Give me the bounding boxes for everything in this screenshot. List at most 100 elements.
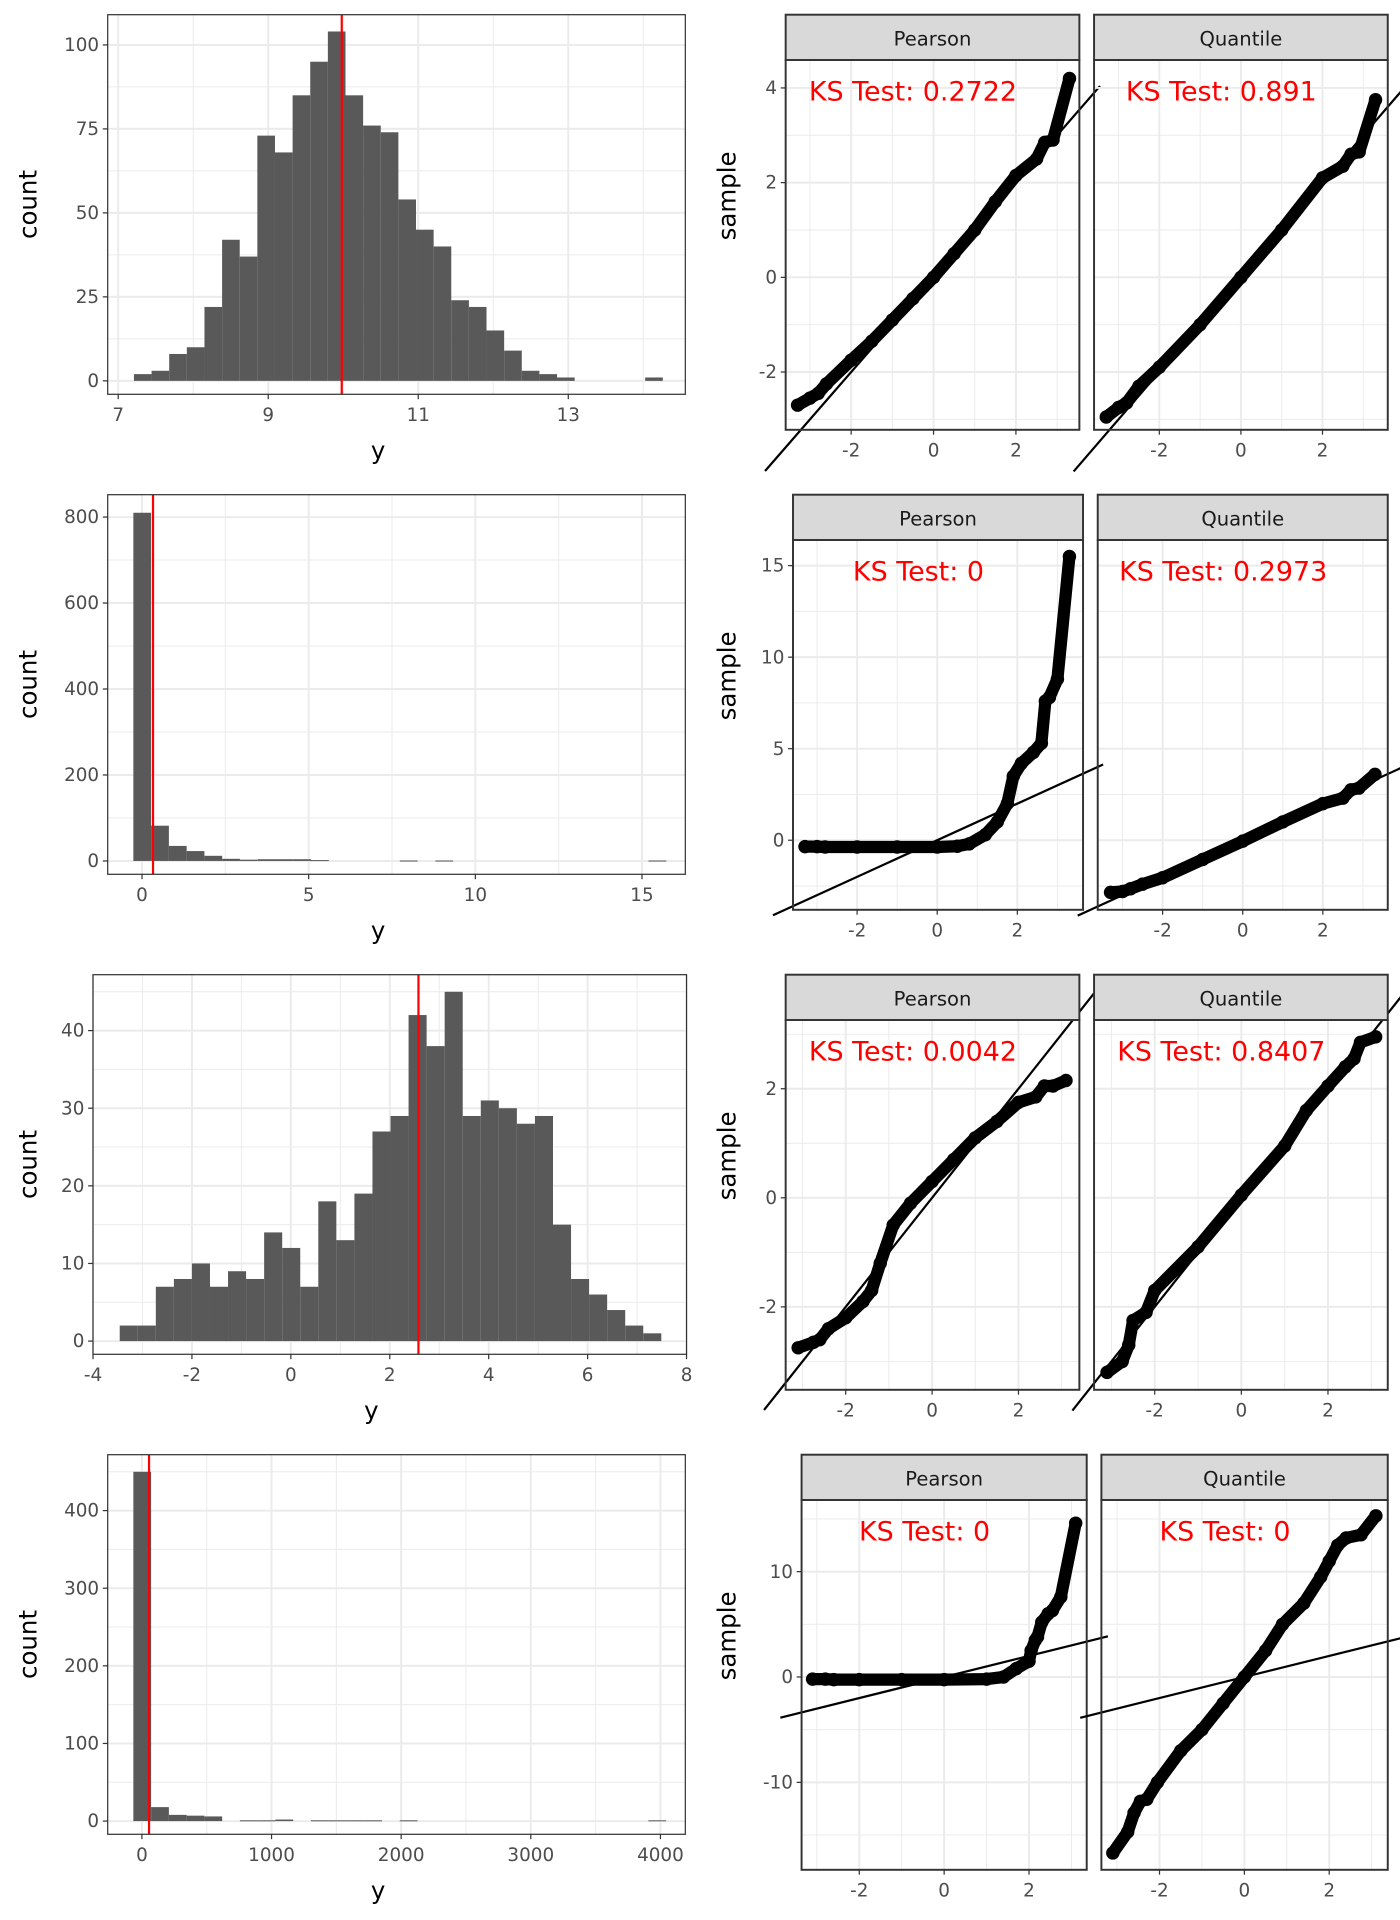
- ks-test-annotation: KS Test: 0.891: [1126, 76, 1317, 107]
- qq-point: [1174, 1744, 1188, 1758]
- qq-point: [1152, 360, 1167, 375]
- histogram-bar: [133, 512, 152, 861]
- histogram-4: 0 1000 2000 3000 4000 0 100 200 300 400 y count: [14, 1454, 686, 1905]
- facet-pearson: Pearson KS Test: 0 -2 0 2 -10 0 10 sample: [712, 1453, 1109, 1902]
- qq-point: [1132, 379, 1146, 393]
- qq-point: [852, 1672, 867, 1687]
- histogram-bar: [345, 95, 364, 381]
- histogram-bar: [168, 1814, 187, 1822]
- qq-point: [886, 1218, 900, 1232]
- x-tick-label: 7: [112, 405, 124, 426]
- qq-point: [996, 1670, 1011, 1684]
- qq-point: [1046, 1079, 1060, 1093]
- x-tick-label: 0: [1235, 441, 1247, 462]
- histogram-bar: [354, 1193, 373, 1342]
- y-tick-label: 100: [64, 35, 99, 56]
- qq-point: [1014, 756, 1029, 771]
- x-tick-label: -2: [1153, 921, 1171, 942]
- qq-point: [844, 353, 858, 367]
- y-axis-title: sample: [712, 631, 741, 720]
- histogram-bar: [648, 860, 667, 862]
- y-tick-label: 0: [765, 1188, 777, 1209]
- x-tick-label: 0: [1237, 921, 1249, 942]
- qq-point: [1139, 1305, 1153, 1320]
- qq-point: [894, 1672, 909, 1687]
- y-axis-title: count: [14, 1130, 43, 1199]
- histogram-bar: [363, 125, 381, 381]
- histogram-bar: [300, 1286, 319, 1342]
- histogram-bar: [462, 1115, 481, 1342]
- qq-point: [1297, 1596, 1311, 1610]
- histogram-bar: [228, 1271, 247, 1342]
- qq-point: [1062, 71, 1077, 86]
- histogram-bar: [204, 306, 223, 381]
- histogram-bar: [451, 300, 469, 381]
- facet-strip-label: Quantile: [1200, 27, 1283, 50]
- y-tick-label: 75: [76, 119, 99, 140]
- histogram-bar: [318, 1201, 337, 1342]
- facet-pearson: Pearson KS Test: 0.2722 -2 0 2 -2 0 2 4 sample: [712, 13, 1101, 472]
- x-tick-label: 0: [928, 441, 940, 462]
- y-tick-label: 10: [61, 1254, 84, 1275]
- qq-point: [1103, 885, 1118, 900]
- facet-strip-label: Pearson: [905, 1467, 983, 1490]
- qq-point: [1314, 1570, 1328, 1584]
- facet-strip: [784, 13, 1081, 61]
- y-tick-label: 400: [64, 679, 99, 700]
- y-tick-label: 0: [87, 371, 99, 392]
- histogram-bar: [264, 1232, 283, 1342]
- ks-test-annotation: KS Test: 0.0042: [809, 1036, 1017, 1067]
- histogram-bar: [643, 1333, 662, 1342]
- ks-test-annotation: KS Test: 0: [853, 556, 984, 587]
- x-tick-label: -2: [1146, 1401, 1164, 1422]
- qq-point: [1299, 1103, 1314, 1118]
- histogram-bar: [390, 1115, 409, 1342]
- x-tick-label: 2000: [378, 1845, 425, 1866]
- qq-point: [856, 1294, 870, 1309]
- x-tick-label: 2: [1012, 921, 1024, 942]
- histogram-bar: [310, 1820, 329, 1822]
- x-tick-label: 9: [262, 405, 274, 426]
- histogram-bar: [246, 1278, 265, 1342]
- qq-point: [1368, 1030, 1383, 1044]
- x-tick-label: -2: [1150, 1881, 1168, 1902]
- x-tick-label: 0: [285, 1365, 297, 1386]
- histogram-bar: [204, 855, 223, 861]
- x-tick-label: 4000: [637, 1845, 684, 1866]
- y-tick-label: 800: [64, 507, 99, 528]
- qq-point: [790, 398, 805, 412]
- x-tick-label: 11: [407, 405, 430, 426]
- facet-strip-label: Quantile: [1201, 507, 1284, 530]
- x-tick-label: 0: [1236, 1401, 1248, 1422]
- histogram-bar: [173, 1278, 192, 1342]
- qq-point: [903, 1196, 918, 1210]
- qq-point: [1106, 1846, 1120, 1860]
- y-tick-label: 2: [765, 173, 777, 194]
- qq-plot-4: Pearson KS Test: 0 -2 0 2 -10 0 10 sample Quantil…: [712, 1453, 1400, 1902]
- facet-strip: [1096, 493, 1389, 541]
- qq-plot-2: Pearson KS Test: 0 -2 0 2 0 5 10 15 sample Quantil…: [712, 493, 1400, 942]
- x-tick-label: 2: [1317, 441, 1329, 462]
- qq-point: [1353, 1035, 1368, 1050]
- x-tick-label: 2: [1322, 1401, 1334, 1422]
- facet-pearson: Pearson KS Test: 0.0042 -2 0 2 -2 0 2 sample: [712, 973, 1102, 1422]
- qq-point: [1258, 1643, 1273, 1658]
- x-tick-label: 0: [931, 921, 943, 942]
- x-tick-label: 1000: [248, 1845, 295, 1866]
- y-tick-label: 25: [76, 287, 99, 308]
- qq-point: [1339, 1531, 1353, 1545]
- qq-point: [925, 1174, 939, 1189]
- qq-point: [979, 1672, 994, 1686]
- qq-point: [1030, 1630, 1045, 1644]
- x-tick-label: 2: [1323, 1881, 1335, 1902]
- histogram-bar: [168, 845, 187, 861]
- x-tick-label: 3000: [507, 1845, 554, 1866]
- histogram-bar: [311, 860, 329, 862]
- histogram-1: 7 9 11 13 0 25 50 75 100 y count: [14, 14, 686, 465]
- x-tick-label: 2: [1317, 921, 1329, 942]
- histogram-bar: [133, 1471, 152, 1822]
- qq-point: [1026, 745, 1041, 760]
- qq-point: [1120, 1825, 1135, 1839]
- qq-point: [1352, 145, 1366, 159]
- reference-line: [1077, 767, 1400, 917]
